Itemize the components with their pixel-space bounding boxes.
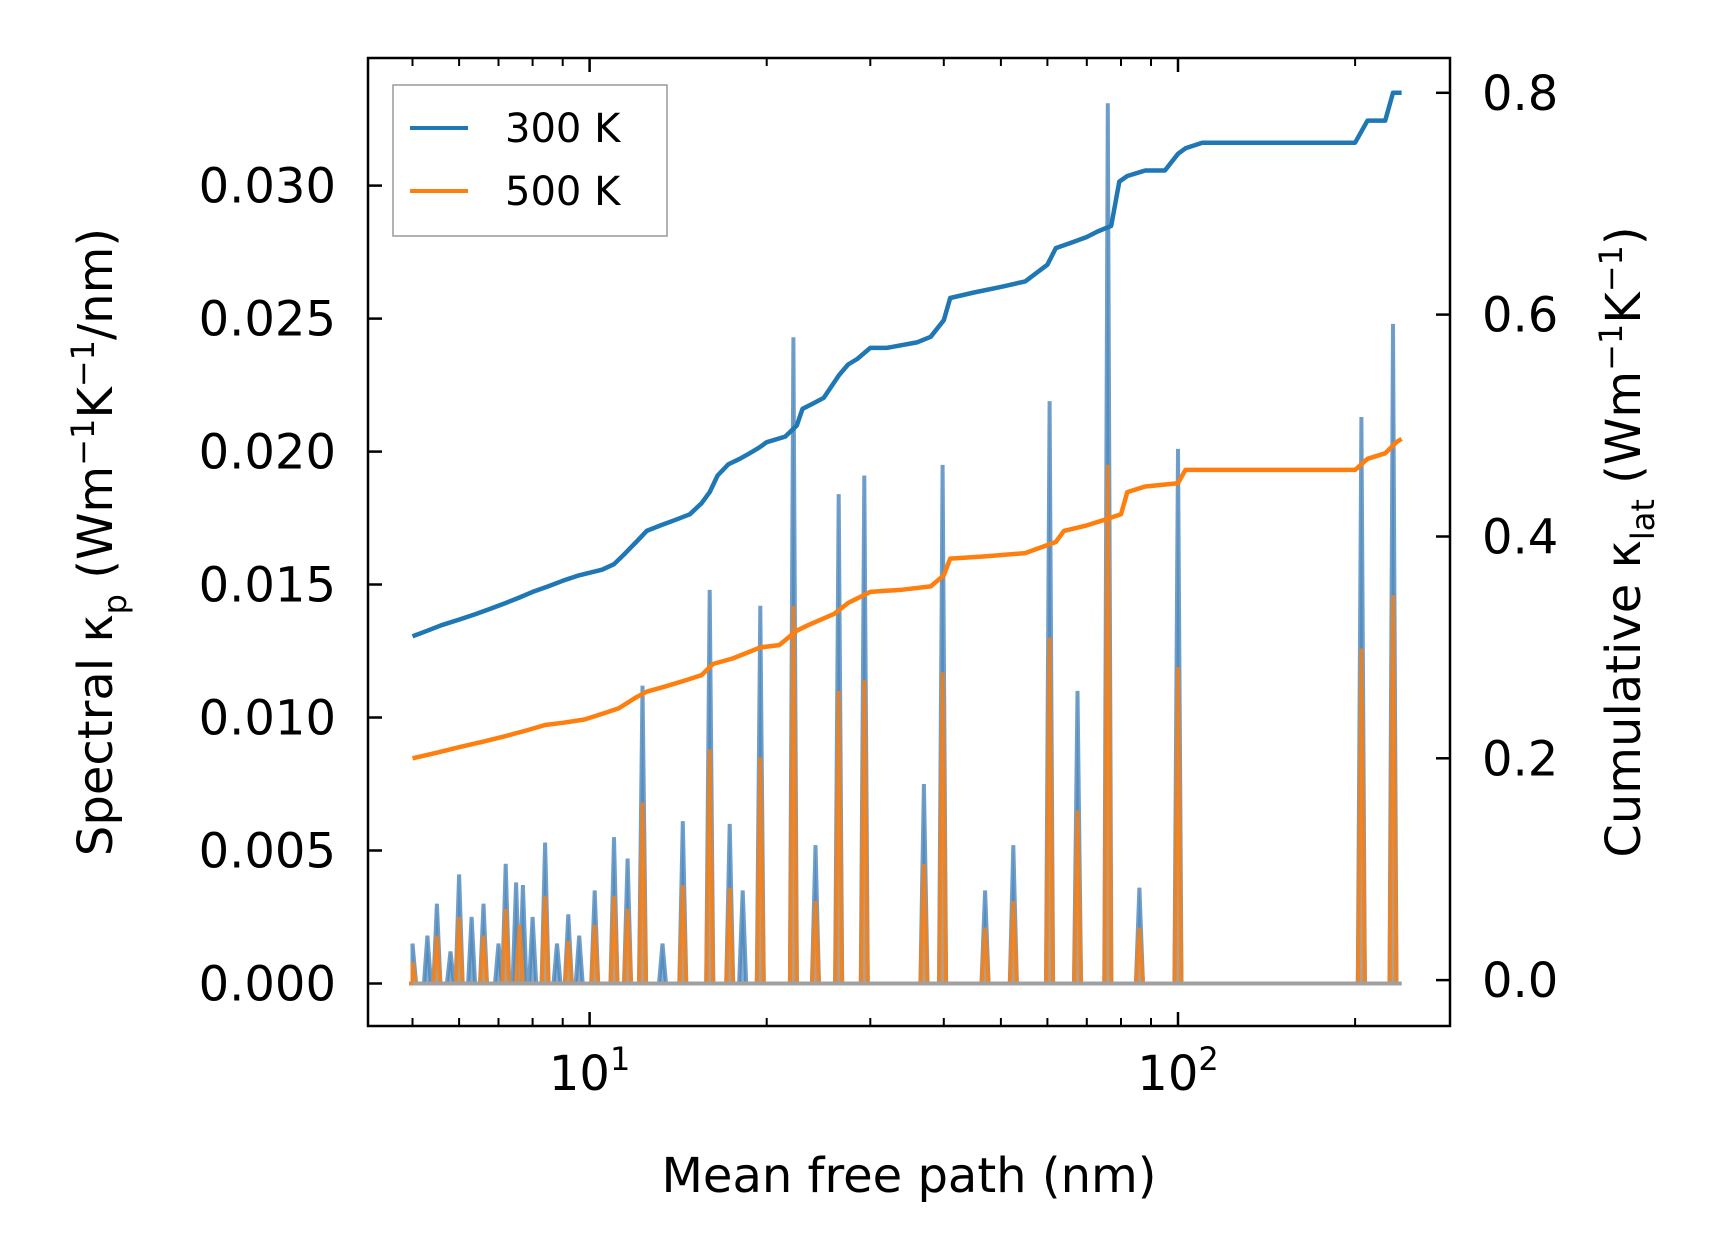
legend-box [392,84,668,237]
y-left-tick-label-2: 0.010 [199,691,336,747]
cumulative-300k-line [411,90,1402,639]
y-left-tick-label-5: 0.025 [199,292,336,348]
legend-label-300k: 300 K [505,106,622,152]
legend: 300 K 500 K [392,84,668,237]
series-layer [409,90,1403,986]
y-right-tick-label-0: 0.0 [1482,953,1558,1009]
y-left-tick-label-0: 0.000 [199,957,336,1013]
tick-layer: 101 1020.0000.0050.0100.0150.0200.0250.03… [199,58,1558,1102]
plot-frame [366,56,1452,1028]
y-right-tick-label-3: 0.6 [1482,288,1558,344]
legend-label-500k: 500 K [505,169,622,215]
y-left-tick-label-4: 0.020 [199,425,336,481]
x-tick-label-1: 102 [1137,1040,1218,1102]
y-left-tick-label-6: 0.030 [199,159,336,215]
y-left-tick-label-1: 0.005 [199,824,336,880]
y-right-tick-label-1: 0.2 [1482,731,1558,787]
cumulative-500k-line [411,436,1403,761]
y-right-tick-label-2: 0.4 [1482,510,1558,566]
y-right-tick-label-4: 0.8 [1482,66,1558,122]
x-axis-label: Mean free path (nm) [662,1148,1157,1204]
x-tick-label-0: 101 [549,1040,630,1102]
y-axis-label-right: Cumulative κlat (Wm−1K−1) [1592,226,1662,857]
y-axis-label-left: Spectral κp (Wm−1K−1/nm) [64,228,134,856]
y-left-tick-label-3: 0.015 [199,558,336,614]
